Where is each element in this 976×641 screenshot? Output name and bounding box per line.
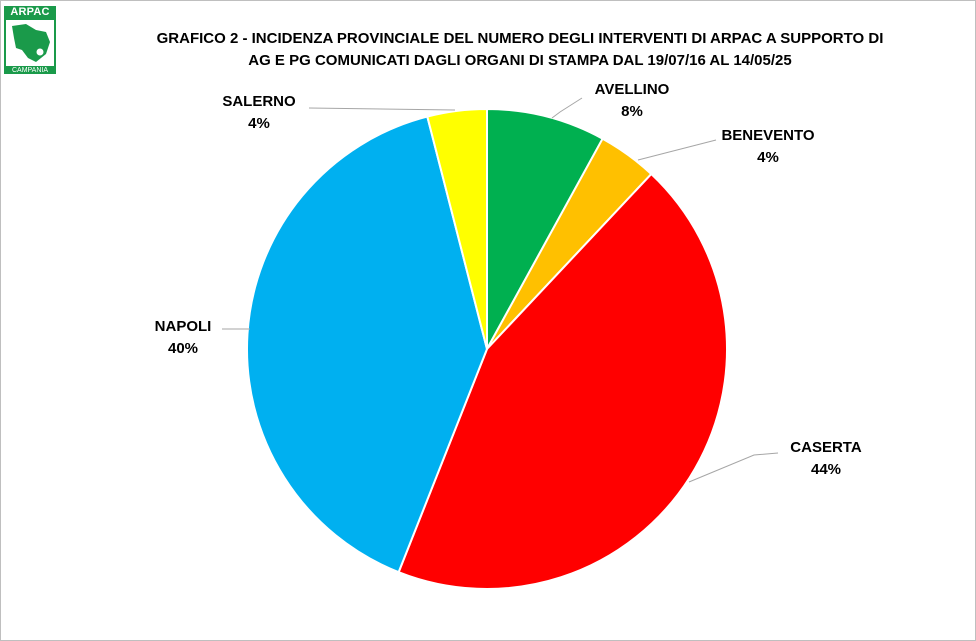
pie-slice-napoli bbox=[246, 115, 489, 574]
chart-title: GRAFICO 2 - INCIDENZA PROVINCIALE DEL NU… bbox=[110, 28, 930, 72]
leader-line-caserta bbox=[688, 452, 779, 483]
slice-label-avellino: AVELLINO bbox=[595, 81, 670, 98]
slice-value-napoli: 40% bbox=[168, 340, 198, 357]
slice-value-benevento: 4% bbox=[757, 149, 779, 166]
slice-value-salerno: 4% bbox=[248, 115, 270, 132]
chart-title-line-2: AG E PG COMUNICATI DAGLI ORGANI DI STAMP… bbox=[248, 52, 792, 69]
slice-label-caserta: CASERTA bbox=[790, 439, 862, 456]
logo-top-text: ARPAC bbox=[10, 6, 50, 18]
leader-line-avellino bbox=[551, 97, 583, 119]
chart-title-line-1: GRAFICO 2 - INCIDENZA PROVINCIALE DEL NU… bbox=[156, 30, 884, 47]
slice-label-benevento: BENEVENTO bbox=[721, 127, 814, 144]
slice-label-napoli: NAPOLI bbox=[155, 318, 212, 335]
logo-bottom-text: CAMPANIA bbox=[11, 67, 49, 74]
slice-label-salerno: SALERNO bbox=[222, 93, 296, 110]
campania-map-icon bbox=[6, 20, 54, 66]
pie-slice-caserta bbox=[397, 172, 728, 591]
pie-slice-avellino bbox=[486, 107, 604, 350]
slice-value-caserta: 44% bbox=[811, 461, 841, 478]
arpac-logo: ARPAC CAMPANIA bbox=[4, 6, 56, 74]
leader-line-salerno bbox=[308, 107, 456, 111]
slice-value-avellino: 8% bbox=[621, 103, 643, 120]
leader-line-benevento bbox=[637, 139, 717, 161]
pie-slice-salerno bbox=[426, 107, 488, 350]
